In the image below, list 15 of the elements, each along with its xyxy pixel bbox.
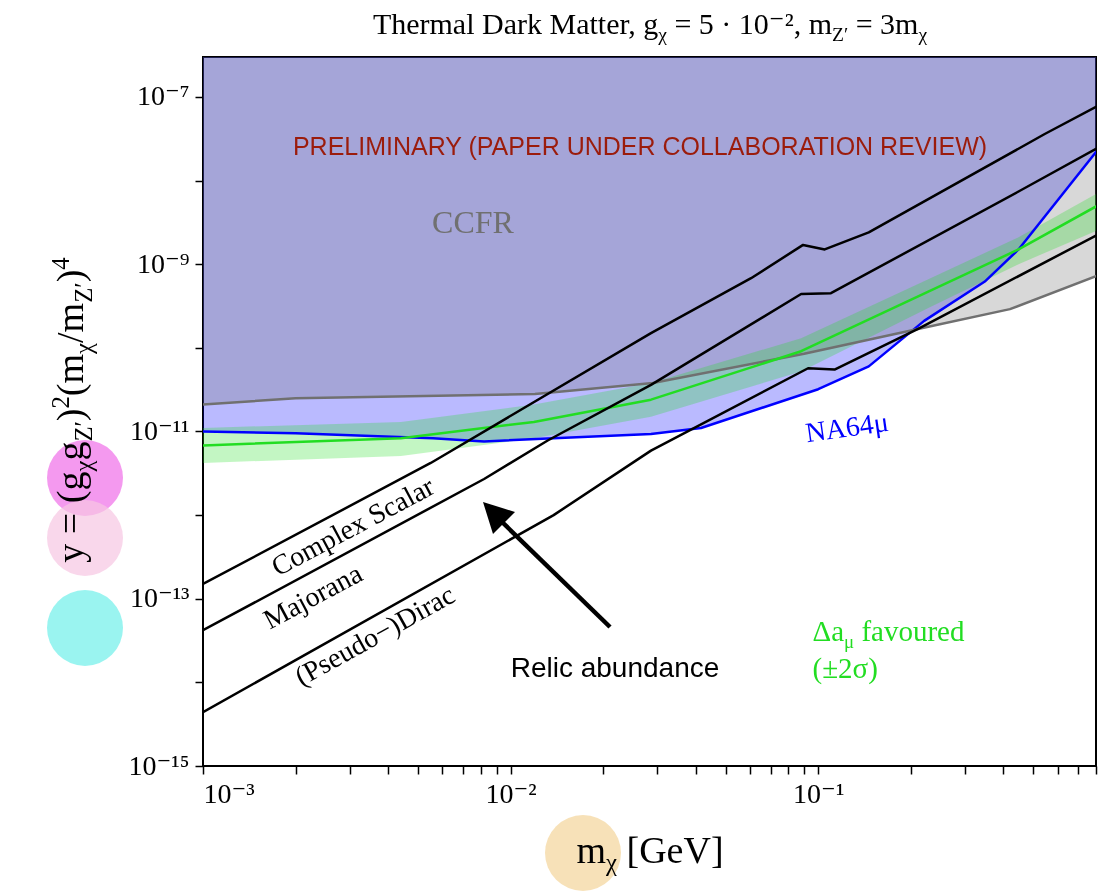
text: CCFR xyxy=(432,204,514,241)
y-tick-label: 10⁻¹⁵ xyxy=(128,749,190,781)
text: Δa$_{μ}$ favoured (±2σ) xyxy=(812,614,966,685)
annotation: Relic abundance xyxy=(510,651,720,684)
y-tick-label: 10⁻¹³ xyxy=(129,582,190,614)
y-tick-label: 10⁻⁹ xyxy=(136,247,190,279)
chart-title: Thermal Dark Matter, g$_{χ}$ = 5 · 10⁻², m$_{Z′}$ = 3m$_{χ}$ xyxy=(372,6,928,46)
x-tick-label: 10⁻³ xyxy=(203,777,255,809)
x-tick-label: 10⁻² xyxy=(485,777,537,809)
text: NA64μ xyxy=(803,405,891,450)
x-tick-label: 10⁻¹ xyxy=(793,777,845,809)
y-tick-label: 10⁻¹¹ xyxy=(129,414,190,446)
x-axis-title: m$_{χ}$ [GeV] xyxy=(576,828,724,877)
annotation: PRELIMINARY (PAPER UNDER COLLABORATION REVIEW) xyxy=(292,132,988,161)
y-tick-label: 10⁻⁷ xyxy=(136,80,190,112)
